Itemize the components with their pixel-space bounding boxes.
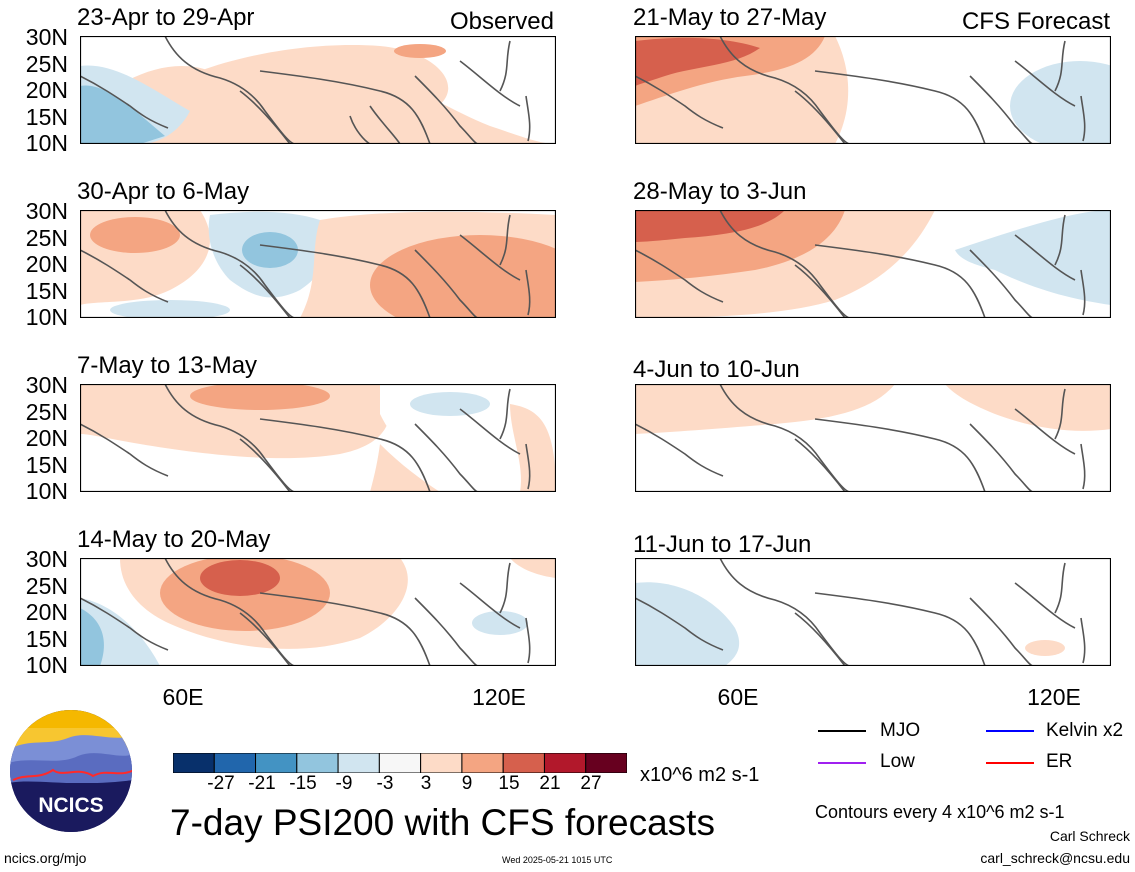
panel-tag-forecast: CFS Forecast [961, 8, 1110, 35]
map-panel-3 [80, 210, 556, 318]
legend-label-kelvin: Kelvin x2 [1046, 720, 1124, 741]
colorbar-label: 27 [580, 773, 602, 794]
colorbar-swatch [502, 753, 545, 773]
legend-line-kelvin [986, 730, 1034, 732]
map-panel-1 [80, 36, 556, 144]
colorbar [173, 753, 627, 773]
timestamp: Wed 2025-05-21 1015 UTC [502, 855, 613, 865]
ncics-logo: NCICS [10, 710, 132, 832]
map-panel-8 [635, 558, 1111, 666]
colorbar-swatch [337, 753, 380, 773]
lat-label: 25N [25, 573, 68, 599]
panel-tag-observed: Observed [449, 8, 554, 35]
legend-line-low [818, 762, 866, 764]
colorbar-label: 15 [498, 773, 520, 794]
lat-label: 25N [25, 399, 68, 425]
panel-title-3: 30-Apr to 6-May [77, 178, 250, 205]
panel-title-1: 23-Apr to 29-Apr [77, 4, 255, 31]
panel-title-4: 28-May to 3-Jun [633, 178, 807, 205]
colorbar-label: -15 [289, 773, 317, 794]
colorbar-label: 21 [539, 773, 561, 794]
panel-title-8: 11-Jun to 17-Jun [633, 531, 812, 558]
lat-label: 10N [25, 130, 68, 156]
colorbar-label: -9 [335, 773, 353, 794]
colorbar-swatch [461, 753, 504, 773]
map-panel-7 [80, 558, 556, 666]
contour-note: Contours every 4 x10^6 m2 s-1 [815, 802, 1065, 822]
colorbar-swatch [213, 753, 257, 773]
map-panel-4 [635, 210, 1111, 318]
lat-label: 10N [25, 652, 68, 678]
map-panel-2 [635, 36, 1111, 144]
colorbar-label: 3 [420, 773, 432, 794]
lat-label: 20N [25, 251, 68, 277]
legend-label-low: Low [880, 751, 915, 772]
colorbar-swatch [585, 753, 627, 773]
lat-label: 30N [25, 198, 68, 224]
colorbar-units: x10^6 m2 s-1 [640, 764, 760, 786]
colorbar-swatch [296, 753, 339, 773]
map-panel-5 [80, 384, 556, 492]
lat-label: 15N [25, 278, 68, 304]
lat-label: 30N [25, 372, 68, 398]
colorbar-label: -27 [207, 773, 235, 794]
colorbar-swatch [543, 753, 587, 773]
lat-label: 25N [25, 51, 68, 77]
colorbar-swatch [378, 753, 422, 773]
legend-line-mjo [818, 730, 866, 732]
lon-label-120e-left: 120E [472, 684, 526, 710]
lat-label: 10N [25, 478, 68, 504]
colorbar-swatch [420, 753, 463, 773]
panel-title-6: 4-Jun to 10-Jun [633, 356, 800, 383]
lat-label: 10N [25, 304, 68, 330]
lat-label: 30N [25, 546, 68, 572]
map-panel-6 [635, 384, 1111, 492]
colorbar-label: -21 [248, 773, 276, 794]
legend-line-er [986, 762, 1034, 764]
lon-label-120e-right: 120E [1027, 684, 1081, 710]
colorbar-swatch [173, 753, 215, 773]
lat-label: 15N [25, 626, 68, 652]
lat-label: 20N [25, 77, 68, 103]
colorbar-swatch [255, 753, 298, 773]
legend-label-er: ER [1046, 751, 1073, 772]
lon-label-60e-right: 60E [717, 684, 759, 710]
lat-label: 15N [25, 452, 68, 478]
colorbar-label: 9 [461, 773, 473, 794]
lat-label: 20N [25, 599, 68, 625]
author: Carl Schreck [1049, 828, 1130, 844]
lat-label: 15N [25, 104, 68, 130]
colorbar-label: -3 [376, 773, 394, 794]
url: ncics.org/mjo [4, 850, 87, 866]
panel-title-5: 7-May to 13-May [77, 352, 258, 379]
lon-label-60e-left: 60E [162, 684, 204, 710]
email: carl_schreck@ncsu.edu [980, 850, 1130, 866]
lat-label: 25N [25, 225, 68, 251]
logo-text: NCICS [38, 794, 103, 817]
lat-label: 20N [25, 425, 68, 451]
figure-title: 7-day PSI200 with CFS forecasts [170, 802, 715, 843]
legend-label-mjo: MJO [880, 720, 921, 741]
panel-title-2: 21-May to 27-May [633, 4, 827, 31]
panel-title-7: 14-May to 20-May [77, 526, 271, 553]
lat-label: 30N [25, 24, 68, 50]
